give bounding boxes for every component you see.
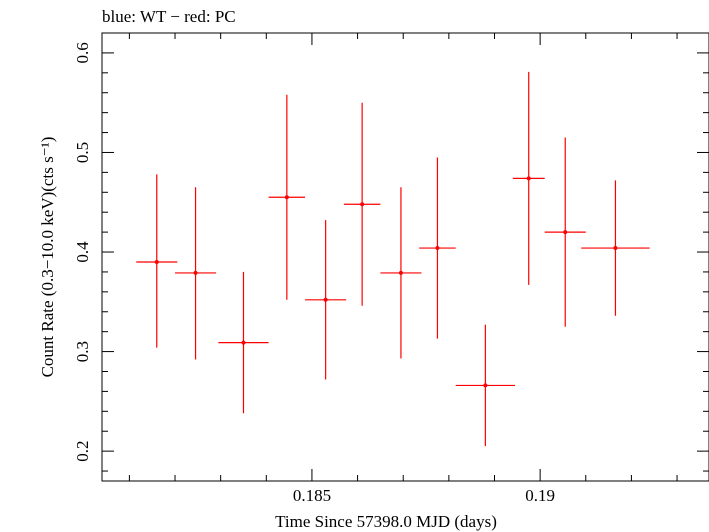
data-point [613,246,618,251]
data-point [241,340,246,345]
axis-ticks [102,32,709,481]
data-points [136,71,650,447]
y-tick-label: 0.6 [73,42,92,63]
data-point [284,195,289,200]
x-tick-label: 0.19 [525,486,555,505]
data-point [193,270,198,275]
y-tick-label: 0.2 [73,441,92,462]
data-point [526,176,531,181]
data-point [360,202,365,207]
data-point [323,297,328,302]
data-point [483,383,488,388]
data-point [435,246,440,251]
data-point [398,270,403,275]
chart-title: blue: WT − red: PC [102,7,236,26]
data-point [154,259,159,264]
y-tick-label: 0.3 [73,341,92,362]
x-tick-label: 0.185 [293,486,331,505]
axis-tick-labels: 0.185 0.19 0.2 0.3 0.4 0.5 0.6 [73,42,555,505]
y-axis-label: Count Rate (0.3−10.0 keV)(cts s⁻¹) [38,137,57,378]
plot-frame [101,32,709,482]
data-point [563,230,568,235]
y-tick-label: 0.5 [73,142,92,163]
x-axis-label: Time Since 57398.0 MJD (days) [275,512,497,531]
y-tick-label: 0.4 [73,241,92,263]
